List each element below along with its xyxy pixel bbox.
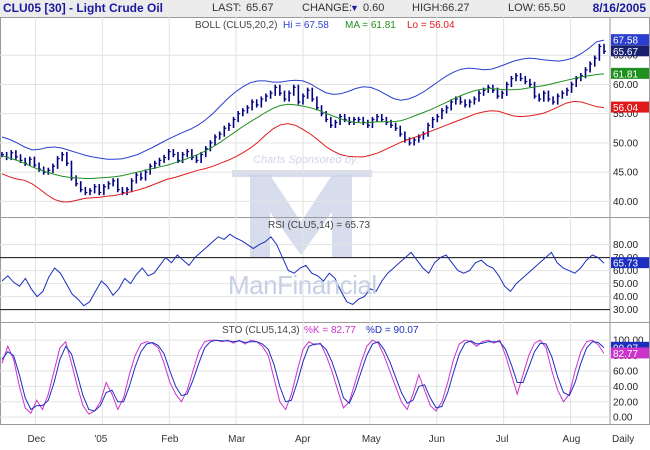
value-badge-label: 67.58 — [613, 36, 638, 47]
man-financial-logo-icon — [250, 175, 352, 258]
y-tick-label: 40.00 — [613, 382, 638, 393]
value-badge-label: 82.77 — [613, 349, 638, 360]
change-down-icon: ▼ — [350, 3, 359, 13]
panel-title: BOLL (CLU5,20,2) — [195, 20, 277, 31]
x-tick-label: Aug — [563, 434, 581, 445]
value-badge-label: 65.73 — [613, 259, 638, 270]
legend-entry: %D = 90.07 — [366, 325, 419, 336]
value-badge: 61.81 — [611, 67, 649, 80]
chart-title: CLU05 [30] - Light Crude Oil — [3, 1, 164, 15]
y-tick-label: 45.00 — [613, 168, 638, 179]
last-label: LAST: — [212, 2, 242, 14]
value-badge: 82.77 — [611, 347, 649, 360]
x-tick-label: Dec — [27, 434, 45, 445]
value-badge: 56.04 — [611, 101, 649, 114]
y-tick-label: 0.00 — [613, 413, 633, 424]
header-bar: CLU05 [30] - Light Crude Oil LAST: 65.67… — [0, 0, 650, 17]
y-tick-label: 100.00 — [613, 336, 644, 347]
last-value: 65.67 — [246, 2, 274, 14]
logo-bar-icon — [232, 170, 372, 177]
-d-line — [1, 339, 605, 412]
value-badge-label: 61.81 — [613, 69, 638, 80]
low-label: LOW: — [508, 2, 536, 14]
x-tick-label: Apr — [295, 434, 311, 445]
x-tick-label: Jul — [496, 434, 509, 445]
y-tick-label: 55.00 — [613, 109, 638, 120]
high-label: HIGH: — [412, 2, 443, 14]
value-badge-bg — [611, 45, 649, 57]
x-tick-label: '05 — [94, 434, 107, 445]
y-tick-label: 40.00 — [613, 197, 638, 208]
y-tick-label: 30.00 — [613, 305, 638, 316]
value-badge-bg — [611, 101, 649, 113]
y-tick-label: 20.00 — [613, 397, 638, 408]
-k-line — [1, 339, 605, 415]
value-badge-bg — [611, 341, 649, 353]
legend-entry: Lo = 56.04 — [407, 20, 455, 31]
x-tick-label: May — [362, 434, 381, 445]
y-tick-label: 40.00 — [613, 292, 638, 303]
panel-title: STO (CLU5,14,3) — [222, 325, 300, 336]
stochastic-panel: 100.0080.0060.0040.0020.000.0090.0782.77… — [0, 322, 650, 425]
y-tick-label: 50.00 — [613, 279, 638, 290]
x-tick-label: Jun — [429, 434, 445, 445]
value-badge: 67.58 — [611, 34, 649, 47]
low-value: 65.50 — [538, 2, 566, 14]
legend-entry: Hi = 67.58 — [283, 20, 329, 31]
bollinger-panel: 65.0060.0055.0050.0045.0040.0067.5865.67… — [0, 17, 650, 218]
sponsor-text: Charts Sponsored by: — [253, 154, 360, 166]
value-badge-label: 65.67 — [613, 47, 638, 58]
high-value: 66.27 — [442, 2, 470, 14]
x-tick-label: Feb — [161, 434, 179, 445]
y-tick-label: 80.00 — [613, 240, 638, 251]
y-tick-label: 60.00 — [613, 80, 638, 91]
sponsor-watermark — [232, 170, 372, 258]
hi-line — [1, 39, 605, 160]
change-value: 0.60 — [363, 2, 385, 14]
value-badge: 65.67 — [611, 45, 649, 58]
value-badge-label: 56.04 — [613, 103, 638, 114]
change-label: CHANGE: — [302, 2, 353, 14]
value-badge-bg — [611, 34, 649, 46]
rsi-line — [1, 233, 605, 307]
value-badge: 65.73 — [611, 257, 649, 270]
quote-date: 8/16/2005 — [592, 1, 646, 15]
value-badge-bg — [611, 257, 649, 269]
x-tick-label: Mar — [228, 434, 246, 445]
y-tick-label: 60.00 — [613, 266, 638, 277]
sponsor-brand: ManFinancial — [228, 270, 377, 300]
ma-line — [1, 73, 605, 179]
legend-entry: %K = 82.77 — [304, 325, 356, 336]
legend-entry: MA = 61.81 — [345, 20, 396, 31]
y-tick-label: 60.00 — [613, 366, 638, 377]
x-axis: Dec '05 Feb Mar Apr May Jun Jul Aug Daily — [27, 434, 634, 445]
value-badge-bg — [611, 347, 649, 359]
y-tick-label: 50.00 — [613, 138, 638, 149]
panel-title: RSI (CLU5,14) = 65.73 — [268, 220, 370, 231]
value-badge-bg — [611, 67, 649, 79]
x-axis-period-label: Daily — [612, 434, 634, 445]
lo-line — [1, 100, 605, 203]
